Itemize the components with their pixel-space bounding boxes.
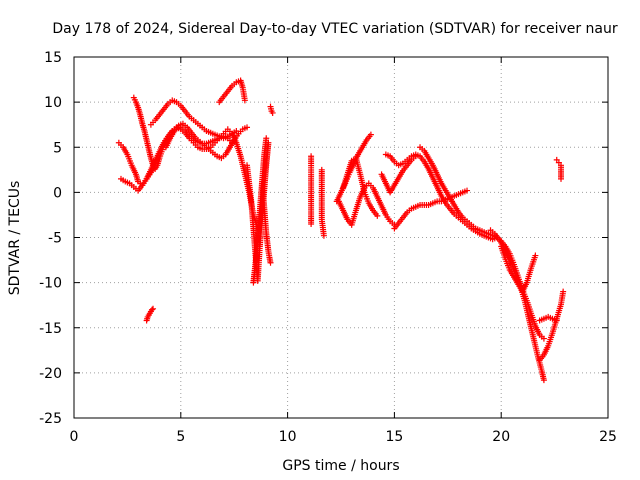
y-axis: -25 -20 -15 -10 -5 0 5 10 15 (39, 50, 608, 427)
data-point (269, 109, 276, 116)
data-point (553, 317, 560, 324)
data-point (148, 306, 155, 313)
y-tick-label: -20 (39, 366, 62, 382)
y-tick-label: 5 (53, 140, 62, 156)
data-point (308, 220, 315, 227)
y-tick-label: 10 (44, 95, 62, 111)
y-axis-title: SDTVAR / TECUs (7, 181, 23, 296)
x-tick-label: 0 (70, 429, 79, 445)
x-axis: 0 5 10 15 20 25 (70, 57, 617, 445)
grid (74, 57, 608, 418)
x-tick-label: 5 (176, 429, 185, 445)
data-point (241, 97, 248, 104)
x-tick-label: 10 (279, 429, 297, 445)
x-tick-label: 25 (599, 429, 617, 445)
x-axis-title: GPS time / hours (282, 458, 399, 474)
data-point (540, 335, 547, 342)
y-tick-label: -25 (39, 411, 62, 427)
data-point (320, 232, 327, 239)
data-point (244, 124, 251, 131)
y-tick-label: -10 (39, 276, 62, 292)
data-point (374, 212, 381, 219)
data-point (263, 135, 270, 142)
data-point (560, 288, 567, 295)
data-points (115, 77, 567, 384)
x-tick-label: 15 (385, 429, 403, 445)
x-tick-label: 20 (492, 429, 510, 445)
y-tick-label: 0 (53, 185, 62, 201)
y-tick-label: -15 (39, 321, 62, 337)
data-point (558, 175, 565, 182)
data-point (464, 187, 471, 194)
data-point (150, 305, 157, 312)
data-point (412, 153, 419, 160)
data-point (267, 259, 274, 266)
data-point (540, 377, 547, 384)
y-tick-label: 15 (44, 50, 62, 66)
y-tick-label: -5 (48, 231, 62, 247)
chart-title: Day 178 of 2024, Sidereal Day-to-day VTE… (52, 21, 618, 37)
data-point (532, 252, 539, 259)
data-point (367, 131, 374, 138)
